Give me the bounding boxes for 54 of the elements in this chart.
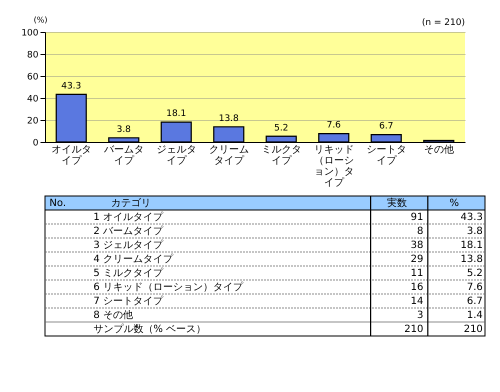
data-label: 8 (417, 226, 424, 237)
x-tick-label: ミルクタイプ (261, 144, 302, 166)
data-label: 3 (417, 310, 424, 321)
y-axis-title: (%) (34, 16, 48, 24)
text: (n = 210) (422, 18, 465, 28)
data-label: 18.1 (460, 240, 483, 251)
category-label: 8 その他 (93, 309, 133, 321)
data-label: 5.2 (274, 123, 288, 134)
y-tick-label: 100 (21, 28, 39, 38)
series-label: 実数 (387, 197, 407, 209)
x-tick-label: シートタイプ (366, 144, 406, 166)
category-label: 2 バームタイプ (93, 225, 164, 237)
text: カテゴリ (111, 197, 151, 209)
data-label: 43.3 (61, 81, 82, 92)
y-tick-label: 60 (27, 72, 39, 82)
data-label: 210 (464, 324, 483, 335)
category-label: 6 リキッド（ローション）タイプ (93, 281, 244, 293)
data-label: 14 (410, 296, 424, 307)
data-label: 29 (410, 254, 424, 265)
x-tick-label: オイルタイプ (51, 144, 92, 166)
data-label: 5.2 (466, 268, 483, 279)
y-tick-label: 0 (32, 138, 39, 148)
data-label: 6.7 (379, 122, 394, 132)
x-tick-label: クリームタイプ (208, 144, 249, 166)
data-label: 7.6 (466, 282, 483, 293)
data-label: 210 (404, 324, 424, 335)
data-label: 11 (410, 268, 424, 279)
y-tick-label: 20 (27, 116, 39, 126)
data-label: 91 (410, 212, 424, 223)
category-label: 5 ミルクタイプ (93, 267, 164, 279)
data-label: 3.8 (466, 226, 483, 237)
data-label: 18.1 (166, 109, 186, 120)
category-label: 3 ジェルタイプ (93, 239, 164, 251)
category-label: 7 シートタイプ (93, 295, 164, 307)
x-tick-label: その他 (424, 144, 454, 156)
text: % (449, 198, 459, 209)
category-label: 1 オイルタイプ (93, 211, 164, 223)
x-tick-label: バームタイプ (102, 144, 144, 166)
category-label: サンプル数（% ベース） (93, 323, 206, 335)
x-tick-label: ジェルタイプ (156, 144, 196, 166)
y-tick-label: 40 (27, 94, 39, 104)
data-label: 6.7 (466, 296, 483, 307)
data-label: 3.8 (116, 124, 132, 135)
data-label: 13.8 (460, 254, 483, 265)
data-label: 16 (410, 282, 424, 293)
data-label: 43.3 (460, 212, 483, 223)
data-label: 38 (410, 240, 424, 251)
data-label: 13.8 (218, 114, 240, 124)
data-label: 7.6 (326, 120, 342, 131)
category-label: 4 クリームタイプ (93, 253, 174, 265)
data-label: 1.4 (466, 310, 483, 321)
text: No. (49, 198, 66, 209)
x-tick-label: リキッド（ローション）タイプ (314, 144, 354, 188)
y-tick-label: 80 (27, 50, 39, 60)
